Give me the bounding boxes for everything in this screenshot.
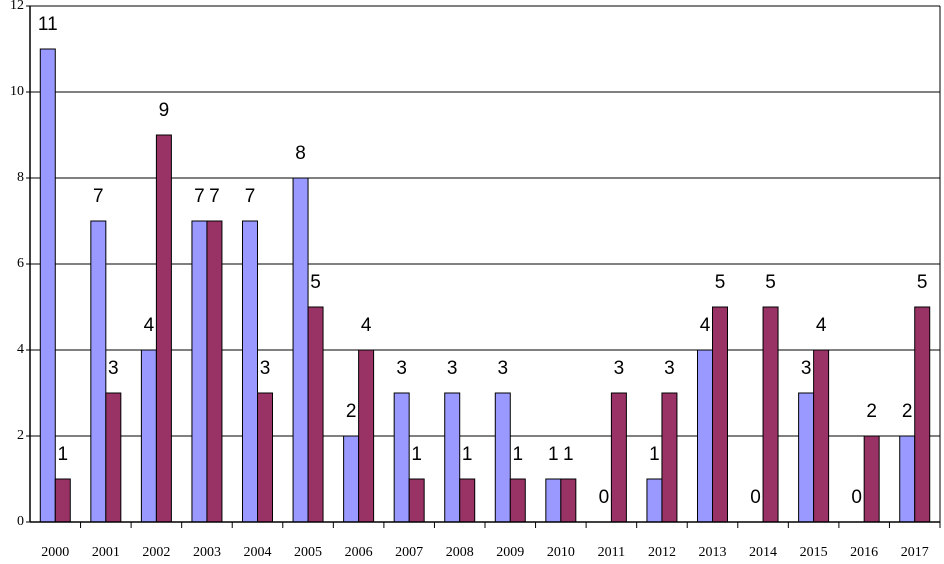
value-label: 11 <box>38 14 58 35</box>
value-label: 4 <box>816 315 827 336</box>
bar <box>358 349 375 523</box>
bar <box>494 392 511 523</box>
bar <box>459 478 476 523</box>
bar <box>39 48 56 523</box>
value-label: 1 <box>462 444 473 465</box>
bar <box>712 306 728 523</box>
bar <box>646 478 663 523</box>
value-label: 3 <box>664 358 675 379</box>
value-label: 2 <box>866 401 877 422</box>
x-tick-label: 2016 <box>850 545 878 560</box>
x-tick-label: 2017 <box>901 545 929 560</box>
bar <box>661 392 678 523</box>
value-label: 1 <box>548 444 559 465</box>
bar <box>140 349 157 523</box>
value-label: 1 <box>649 444 660 465</box>
bar <box>257 392 273 523</box>
value-label: 1 <box>563 444 574 465</box>
bar <box>90 220 107 523</box>
value-label: 1 <box>411 444 422 465</box>
bar <box>899 435 916 523</box>
x-tick-label: 2007 <box>395 545 423 560</box>
x-tick-label: 2014 <box>749 545 777 560</box>
bar <box>408 478 425 523</box>
value-label: 5 <box>310 272 321 293</box>
y-tick-label: 12 <box>10 0 24 13</box>
x-tick-label: 2011 <box>598 545 625 560</box>
x-tick-label: 2004 <box>244 545 272 560</box>
x-tick-label: 2003 <box>193 545 221 560</box>
x-tick-label: 2009 <box>496 545 524 560</box>
x-tick-label: 2006 <box>345 545 373 560</box>
bar <box>863 435 880 523</box>
value-label: 3 <box>801 358 812 379</box>
value-label: 1 <box>57 444 68 465</box>
bar <box>307 306 324 523</box>
value-label: 0 <box>599 487 610 508</box>
bar <box>610 392 627 523</box>
value-label: 3 <box>260 358 271 379</box>
value-label: 7 <box>194 186 205 207</box>
bar <box>697 349 713 523</box>
x-tick-label: 2001 <box>92 545 120 560</box>
value-label: 2 <box>902 401 913 422</box>
y-tick-label: 6 <box>17 256 24 271</box>
value-label: 3 <box>614 358 625 379</box>
bar <box>509 478 526 523</box>
bar <box>206 220 223 523</box>
bar <box>155 134 172 523</box>
value-label: 3 <box>447 358 458 379</box>
bar <box>813 349 830 523</box>
y-tick-label: 0 <box>17 514 24 529</box>
x-tick-label: 2012 <box>648 545 676 560</box>
bar <box>105 392 122 523</box>
x-tick-label: 2008 <box>446 545 474 560</box>
x-tick-label: 2000 <box>41 545 69 560</box>
value-label: 3 <box>396 358 407 379</box>
bar <box>343 435 360 523</box>
value-label: 0 <box>750 487 761 508</box>
bar <box>242 220 258 523</box>
value-label: 2 <box>346 401 357 422</box>
y-tick-label: 10 <box>10 84 24 99</box>
x-tick-label: 2013 <box>699 545 727 560</box>
value-label: 3 <box>108 358 119 379</box>
bar <box>393 392 410 523</box>
bar <box>292 177 309 523</box>
value-label: 5 <box>715 272 726 293</box>
value-label: 4 <box>361 315 372 336</box>
bar <box>762 306 779 523</box>
value-label: 1 <box>512 444 523 465</box>
value-label: 7 <box>245 186 256 207</box>
y-tick-label: 2 <box>17 428 24 443</box>
value-label: 9 <box>159 100 170 121</box>
value-label: 5 <box>765 272 776 293</box>
bar <box>798 392 815 523</box>
bar <box>54 478 71 523</box>
bar <box>560 478 577 523</box>
x-tick-label: 2010 <box>547 545 575 560</box>
bar <box>444 392 461 523</box>
value-label: 8 <box>295 143 306 164</box>
value-label: 7 <box>209 186 220 207</box>
x-tick-label: 2015 <box>800 545 828 560</box>
y-tick-label: 8 <box>17 170 24 185</box>
bar <box>545 478 562 523</box>
bar <box>191 220 208 523</box>
value-label: 4 <box>144 315 155 336</box>
value-label: 0 <box>851 487 862 508</box>
bar <box>914 306 931 523</box>
value-label: 4 <box>700 315 711 336</box>
value-label: 3 <box>497 358 508 379</box>
y-tick-label: 4 <box>17 342 24 357</box>
value-label: 5 <box>917 272 928 293</box>
x-tick-label: 2005 <box>294 545 322 560</box>
value-label: 7 <box>93 186 104 207</box>
x-tick-label: 2002 <box>142 545 170 560</box>
